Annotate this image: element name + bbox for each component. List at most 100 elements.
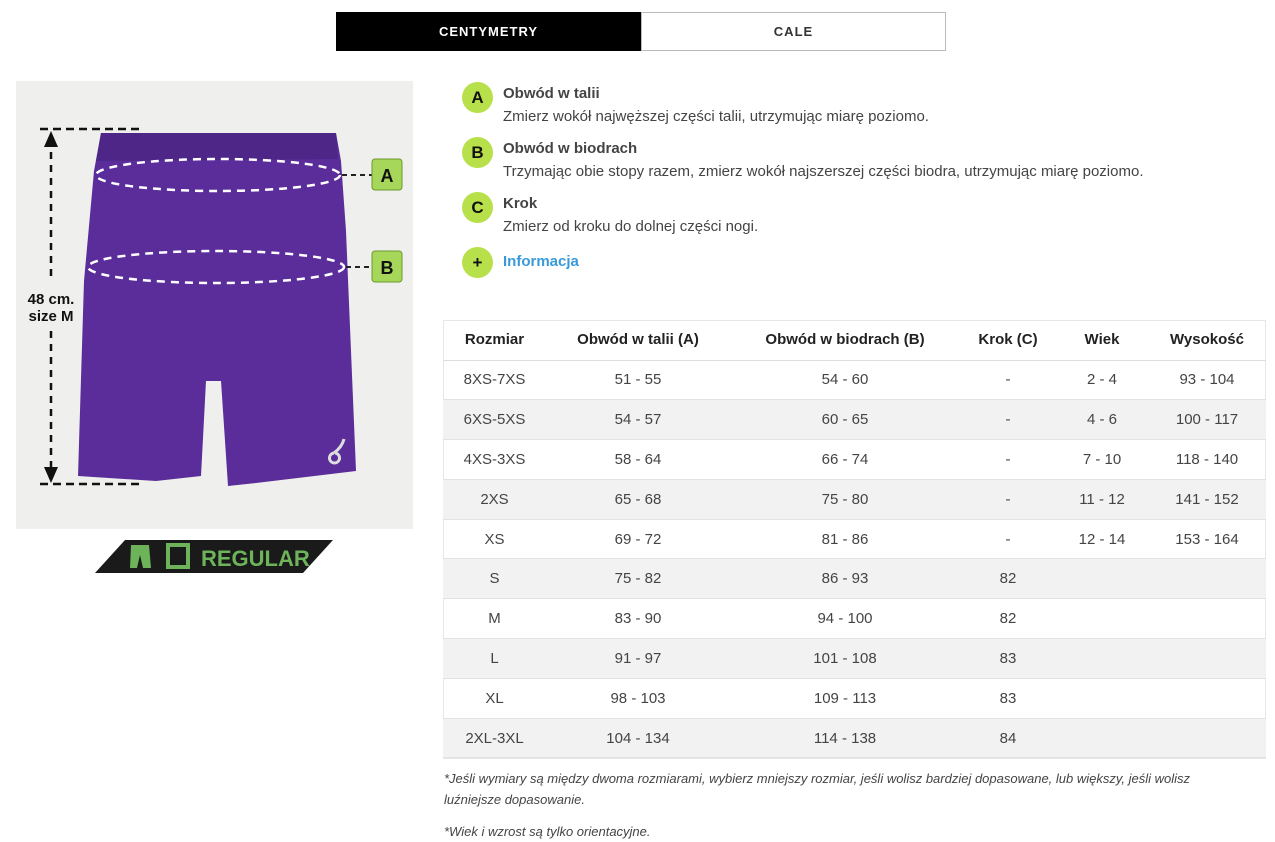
table-row: 6XS-5XS 54 - 57 60 - 65-4 - 6 100 - 117 [443,399,1266,441]
table-cell: 6XS-5XS [443,399,546,441]
marker-a: A [381,166,394,186]
table-cell: 54 - 57 [546,399,730,441]
table-cell: 11 - 12 [1056,479,1148,520]
table-cell: 114 - 138 [730,718,960,759]
table-cell: 75 - 82 [546,558,730,600]
legend-desc: Zmierz wokół najwęższej części talii, ut… [503,108,929,125]
legend-desc: Trzymając obie stopy razem, zmierz wokół… [503,163,1144,180]
table-cell: 54 - 60 [730,360,960,401]
table-cell: 66 - 74 [730,439,960,480]
table-cell [1056,598,1148,640]
table-cell [1148,718,1266,759]
table-cell: 12 - 14 [1056,519,1148,560]
table-cell [1056,638,1148,679]
table-row: M 83 - 90 94 - 100 82 [443,598,1266,640]
table-cell: 100 - 117 [1148,399,1266,441]
table-cell: 69 - 72 [546,519,730,560]
legend-title: Obwód w biodrach [503,140,638,157]
plus-icon[interactable]: + [462,247,493,278]
table-cell: 82 [960,598,1056,640]
table-cell: - [960,360,1056,401]
table-cell: - [960,479,1056,520]
table-cell: 83 [960,678,1056,719]
table-cell: XL [443,678,546,719]
table-cell: 75 - 80 [730,479,960,520]
height-label: 48 cm. [28,291,75,308]
table-row: XL 98 - 103 109 - 113 83 [443,678,1266,719]
shorts-measurement-illustration: A B 48 cm. size M [16,81,413,529]
regular-fit-icon [166,543,190,569]
fit-note: *Jeśli wymiary są między dwoma rozmiaram… [444,771,1191,807]
table-cell [1148,638,1266,679]
measurement-legend: A Obwód w talii Zmierz wokół najwęższej c… [462,82,1143,290]
table-row: 2XS 65 - 68 75 - 80-11 - 12 141 - 152 [443,479,1266,520]
table-cell: 91 - 97 [546,638,730,679]
table-cell: 104 - 134 [546,718,730,759]
legend-inseam: C Krok Zmierz od kroku do dolnej części n… [462,192,1143,235]
table-cell: 82 [960,558,1056,600]
brand-logo-icon [328,438,346,465]
table-cell: 93 - 104 [1148,360,1266,401]
info-link[interactable]: Informacja [503,253,579,270]
size-label: size M [28,308,73,325]
table-cell: 8XS-7XS [443,360,546,401]
table-row: XS 69 - 72 81 - 86-12 - 14 153 - 164 [443,519,1266,560]
table-cell: L [443,638,546,679]
marker-b: B [381,258,394,278]
table-cell [1056,678,1148,719]
table-cell: - [960,439,1056,480]
table-cell: 98 - 103 [546,678,730,719]
table-cell [1148,598,1266,640]
table-cell: 4 - 6 [1056,399,1148,441]
table-cell: 2XL-3XL [443,718,546,759]
table-row: S 75 - 82 86 - 93 82 [443,558,1266,600]
legend-desc: Zmierz od kroku do dolnej części nogi. [503,218,759,235]
table-cell: S [443,558,546,600]
unit-tabs: CENTYMETRY CALE [336,12,946,51]
fit-badge: REGULAR [95,540,335,579]
table-cell: 101 - 108 [730,638,960,679]
table-cell: XS [443,519,546,560]
table-cell: 2XS [443,479,546,520]
table-cell [1148,558,1266,600]
letter-c-icon: C [462,192,493,223]
table-cell [1056,718,1148,759]
legend-waist: A Obwód w talii Zmierz wokół najwęższej c… [462,82,1143,125]
table-cell: 118 - 140 [1148,439,1266,480]
table-cell: 153 - 164 [1148,519,1266,560]
legend-hips: B Obwód w biodrach Trzymając obie stopy r… [462,137,1143,180]
table-cell: 81 - 86 [730,519,960,560]
table-cell [1056,558,1148,600]
fit-label: REGULAR [201,546,310,571]
table-cell: 60 - 65 [730,399,960,441]
size-table: Rozmiar Obwód w talii (A) Obwód w biodrach… [443,320,1266,759]
table-cell: - [960,519,1056,560]
table-cell: 65 - 68 [546,479,730,520]
column-header: Rozmiar [443,320,546,361]
legend-info[interactable]: + Informacja [462,247,1143,278]
table-cell: 7 - 10 [1056,439,1148,480]
table-cell: 86 - 93 [730,558,960,600]
table-cell: 84 [960,718,1056,759]
column-header: Krok (C) [960,320,1056,361]
table-cell: M [443,598,546,640]
legend-title: Krok [503,195,538,212]
table-cell: 4XS-3XS [443,439,546,480]
shorts-icon [130,545,151,568]
column-header: Wysokość [1148,320,1266,361]
tab-centimeters[interactable]: CENTYMETRY [336,12,641,51]
letter-a-icon: A [462,82,493,113]
table-row: L 91 - 97 101 - 108 83 [443,638,1266,679]
age-note: *Wiek i wzrost są tylko orientacyjne. [444,824,651,839]
column-header: Obwód w biodrach (B) [730,320,960,361]
table-cell: 141 - 152 [1148,479,1266,520]
tab-inches[interactable]: CALE [641,12,946,51]
table-row: 8XS-7XS 51 - 55 54 - 60-2 - 4 93 - 104 [443,360,1266,401]
table-cell: 51 - 55 [546,360,730,401]
table-cell [1148,678,1266,719]
table-cell: 83 - 90 [546,598,730,640]
table-cell: 94 - 100 [730,598,960,640]
table-cell: 83 [960,638,1056,679]
table-cell: 58 - 64 [546,439,730,480]
legend-title: Obwód w talii [503,85,600,102]
